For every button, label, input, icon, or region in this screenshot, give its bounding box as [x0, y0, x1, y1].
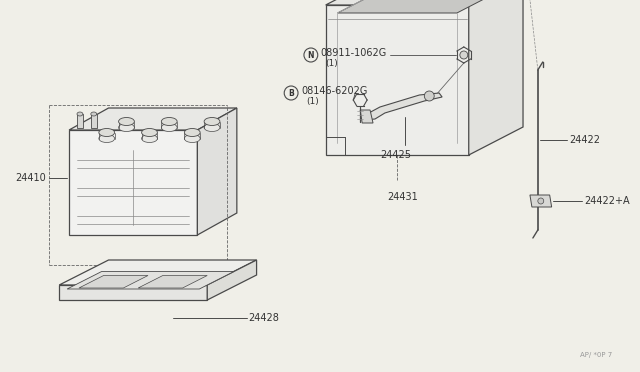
Polygon shape: [326, 0, 523, 5]
Polygon shape: [138, 276, 207, 288]
Text: B: B: [288, 89, 294, 97]
Text: 24410: 24410: [15, 173, 45, 183]
Ellipse shape: [118, 118, 134, 125]
Ellipse shape: [99, 128, 115, 137]
Text: 24428: 24428: [249, 313, 280, 323]
Text: 24422+A: 24422+A: [584, 196, 630, 206]
Polygon shape: [91, 114, 97, 128]
Polygon shape: [79, 276, 148, 288]
Ellipse shape: [161, 124, 177, 131]
Polygon shape: [360, 110, 373, 123]
Text: 24422: 24422: [570, 135, 600, 145]
Text: 24425: 24425: [380, 150, 411, 160]
Polygon shape: [60, 285, 207, 300]
Polygon shape: [77, 114, 83, 128]
Circle shape: [538, 198, 544, 204]
Text: 08911-1062G: 08911-1062G: [321, 48, 387, 58]
Ellipse shape: [184, 135, 200, 142]
Ellipse shape: [204, 118, 220, 125]
Ellipse shape: [141, 128, 157, 137]
Polygon shape: [530, 195, 552, 207]
Polygon shape: [60, 260, 257, 285]
Ellipse shape: [91, 112, 97, 116]
Polygon shape: [67, 272, 234, 289]
Ellipse shape: [99, 135, 115, 142]
Circle shape: [424, 91, 434, 101]
Text: (1): (1): [326, 58, 339, 67]
Circle shape: [460, 51, 468, 59]
Ellipse shape: [184, 128, 200, 137]
Polygon shape: [69, 108, 237, 130]
Text: AP/ *0P 7: AP/ *0P 7: [580, 352, 612, 358]
Polygon shape: [207, 260, 257, 300]
Polygon shape: [365, 93, 442, 120]
Text: 08146-6202G: 08146-6202G: [301, 86, 367, 96]
Ellipse shape: [77, 112, 83, 116]
Ellipse shape: [118, 124, 134, 131]
Polygon shape: [326, 5, 468, 155]
Text: (1): (1): [306, 96, 319, 106]
Polygon shape: [69, 130, 197, 235]
Ellipse shape: [141, 135, 157, 142]
Text: 24431: 24431: [387, 192, 417, 202]
Text: N: N: [308, 51, 314, 60]
Ellipse shape: [204, 124, 220, 131]
Polygon shape: [337, 0, 495, 13]
Polygon shape: [468, 0, 523, 155]
Polygon shape: [197, 108, 237, 235]
Ellipse shape: [161, 118, 177, 125]
